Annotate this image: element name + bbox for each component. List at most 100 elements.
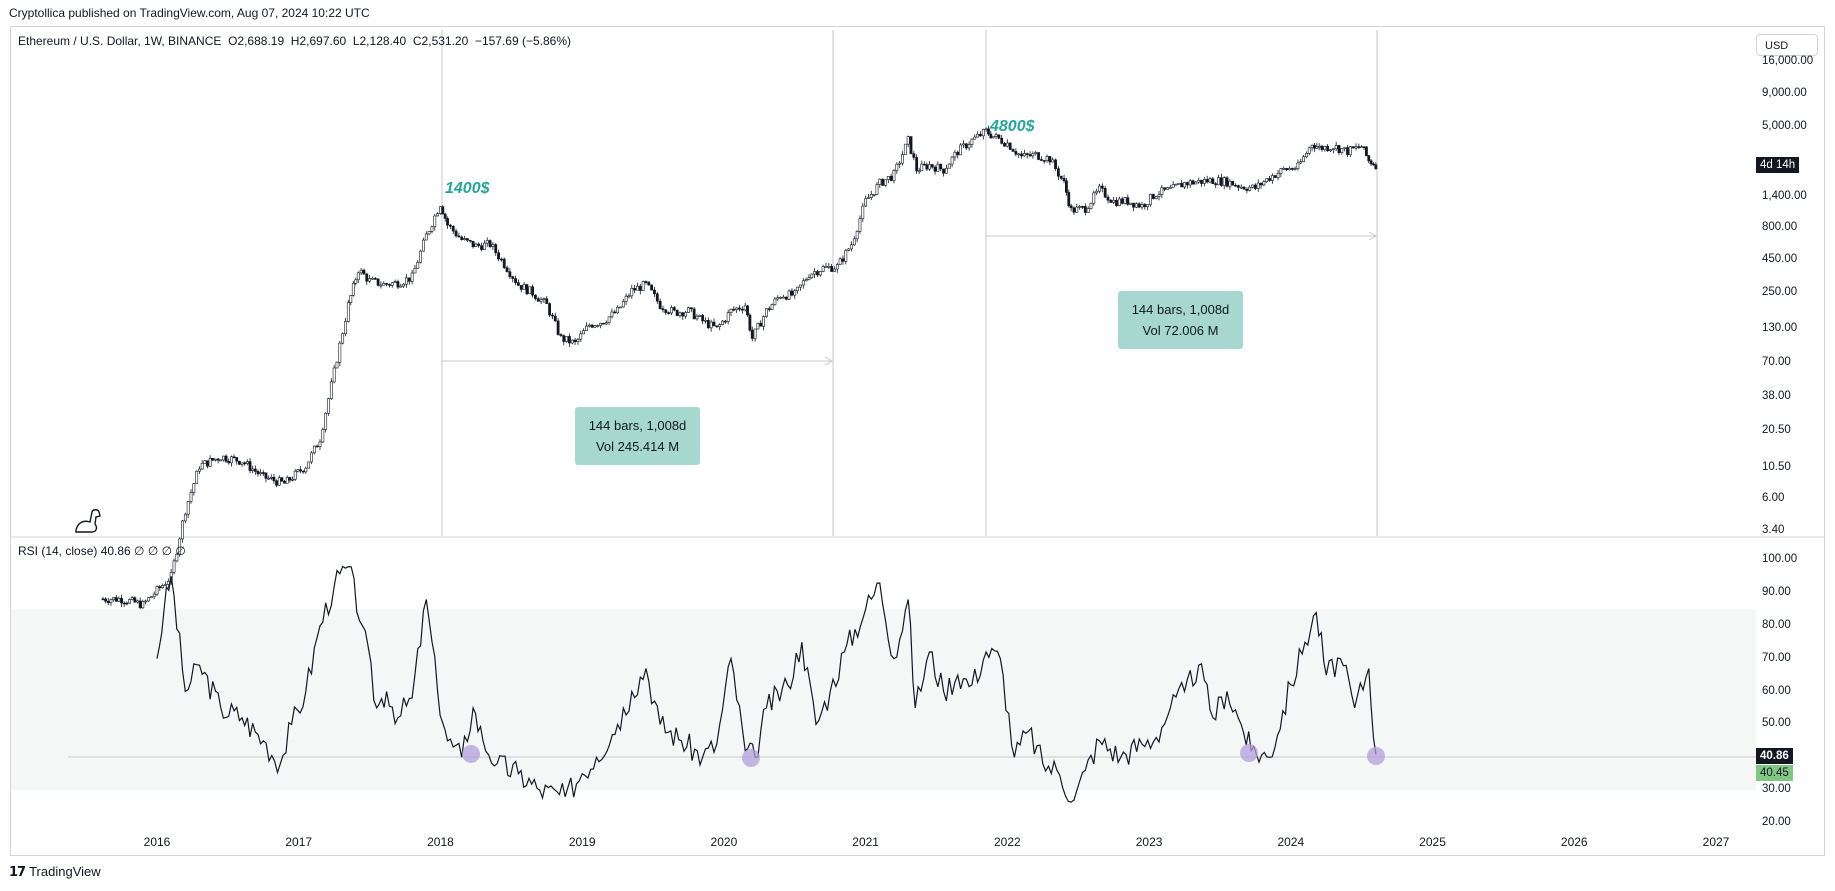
candle-body	[1069, 205, 1073, 209]
candle-body	[770, 304, 774, 310]
candle-body	[773, 298, 777, 305]
candle-body	[827, 265, 831, 268]
candle-body	[1000, 137, 1004, 144]
candle-body	[430, 226, 434, 232]
candle-body	[1092, 192, 1096, 204]
candle-body	[371, 278, 374, 280]
candle-body	[502, 258, 506, 268]
candle-body	[953, 151, 957, 158]
currency-button[interactable]: USD	[1756, 34, 1818, 56]
candle-body	[1171, 184, 1175, 188]
candle-body	[517, 282, 520, 286]
candle-body	[1310, 144, 1314, 149]
candle-body	[488, 240, 492, 247]
candle-body	[1005, 142, 1009, 147]
candle-body	[759, 322, 763, 327]
candle-body	[1340, 148, 1344, 153]
candle-body	[1163, 187, 1167, 190]
candle-body	[947, 163, 951, 169]
candle-body	[1326, 146, 1330, 152]
candle-body	[684, 312, 688, 317]
candle-body	[534, 294, 537, 299]
candle-body	[186, 501, 190, 515]
candle-body	[593, 325, 597, 328]
candle-body	[368, 278, 371, 282]
countdown-badge: 4d 14h	[1756, 157, 1800, 173]
rsi-tick-label: 80.00	[1762, 618, 1791, 631]
candle-body	[390, 282, 394, 286]
price-tick-label: 3.40	[1762, 524, 1785, 536]
candle-body	[858, 218, 862, 232]
candle-body	[1056, 168, 1060, 177]
candle-body	[399, 285, 403, 288]
candle-body	[522, 284, 526, 290]
candle-body	[251, 468, 255, 471]
candle-body	[219, 459, 223, 462]
candle-body	[647, 281, 651, 286]
candle-body	[704, 319, 707, 322]
candle-body	[864, 198, 868, 207]
candle-body	[1095, 190, 1099, 194]
candle-body	[630, 287, 634, 297]
candle-body	[852, 238, 856, 246]
candle-body	[735, 307, 739, 310]
candle-body	[245, 461, 249, 464]
range2-stats[interactable]: 144 bars, 1,008d Vol 72.006 M	[1118, 291, 1243, 349]
chart-frame[interactable]	[10, 26, 1825, 856]
candle-body	[183, 513, 187, 522]
candle-body	[385, 283, 388, 285]
peak2-label[interactable]: 4800$	[990, 118, 1035, 135]
peak1-label[interactable]: 1400$	[445, 180, 490, 197]
candle-body	[101, 598, 105, 601]
year-tick-label: 2024	[1277, 835, 1305, 849]
candle-body	[1343, 147, 1347, 149]
candle-body	[315, 445, 319, 448]
footer-brand[interactable]: 𝟭𝟳 TradingView	[9, 864, 101, 880]
candle-body	[441, 206, 445, 215]
candle-body	[301, 470, 305, 473]
candle-body	[1183, 182, 1186, 188]
candle-body	[655, 293, 659, 302]
candle-body	[189, 492, 193, 502]
candle-body	[653, 289, 656, 295]
rsi-current-badge: 40.86	[1756, 748, 1793, 764]
candle-body	[767, 308, 771, 310]
candle-body	[356, 272, 360, 281]
candle-body	[1225, 177, 1229, 187]
candle-body	[1362, 146, 1366, 149]
candle-body	[1031, 153, 1035, 157]
candle-body	[365, 273, 369, 282]
range2-bars: 144 bars, 1,008d	[1131, 302, 1230, 317]
candle-body	[362, 269, 366, 275]
candle-body	[636, 285, 639, 291]
candle-body	[1331, 148, 1335, 151]
rsi-dip-marker	[462, 745, 480, 763]
candle-body	[681, 312, 685, 317]
candle-body	[1109, 199, 1113, 203]
candle-body	[787, 290, 791, 300]
candle-body	[269, 476, 273, 479]
candle-body	[585, 325, 588, 331]
candle-body	[1236, 185, 1240, 188]
candle-body	[172, 560, 176, 573]
candle-body	[692, 308, 696, 320]
candle-body	[1126, 197, 1130, 205]
candle-body	[460, 236, 464, 240]
candle-body	[604, 322, 608, 325]
candle-body	[1188, 180, 1192, 186]
candle-body	[1020, 153, 1023, 157]
candle-body	[898, 162, 902, 165]
candle-body	[721, 320, 724, 325]
candle-body	[200, 463, 204, 470]
candle-body	[307, 461, 311, 469]
price-tick-label: 800.00	[1762, 221, 1798, 234]
rsi-ma-badge: 40.45	[1756, 765, 1793, 781]
candle-body	[1140, 204, 1144, 208]
candle-body	[130, 597, 134, 600]
candle-body	[1228, 180, 1232, 187]
candle-body	[341, 333, 345, 344]
candle-body	[1374, 164, 1378, 170]
range1-stats[interactable]: 144 bars, 1,008d Vol 245.414 M	[575, 407, 700, 465]
candle-body	[396, 281, 400, 288]
